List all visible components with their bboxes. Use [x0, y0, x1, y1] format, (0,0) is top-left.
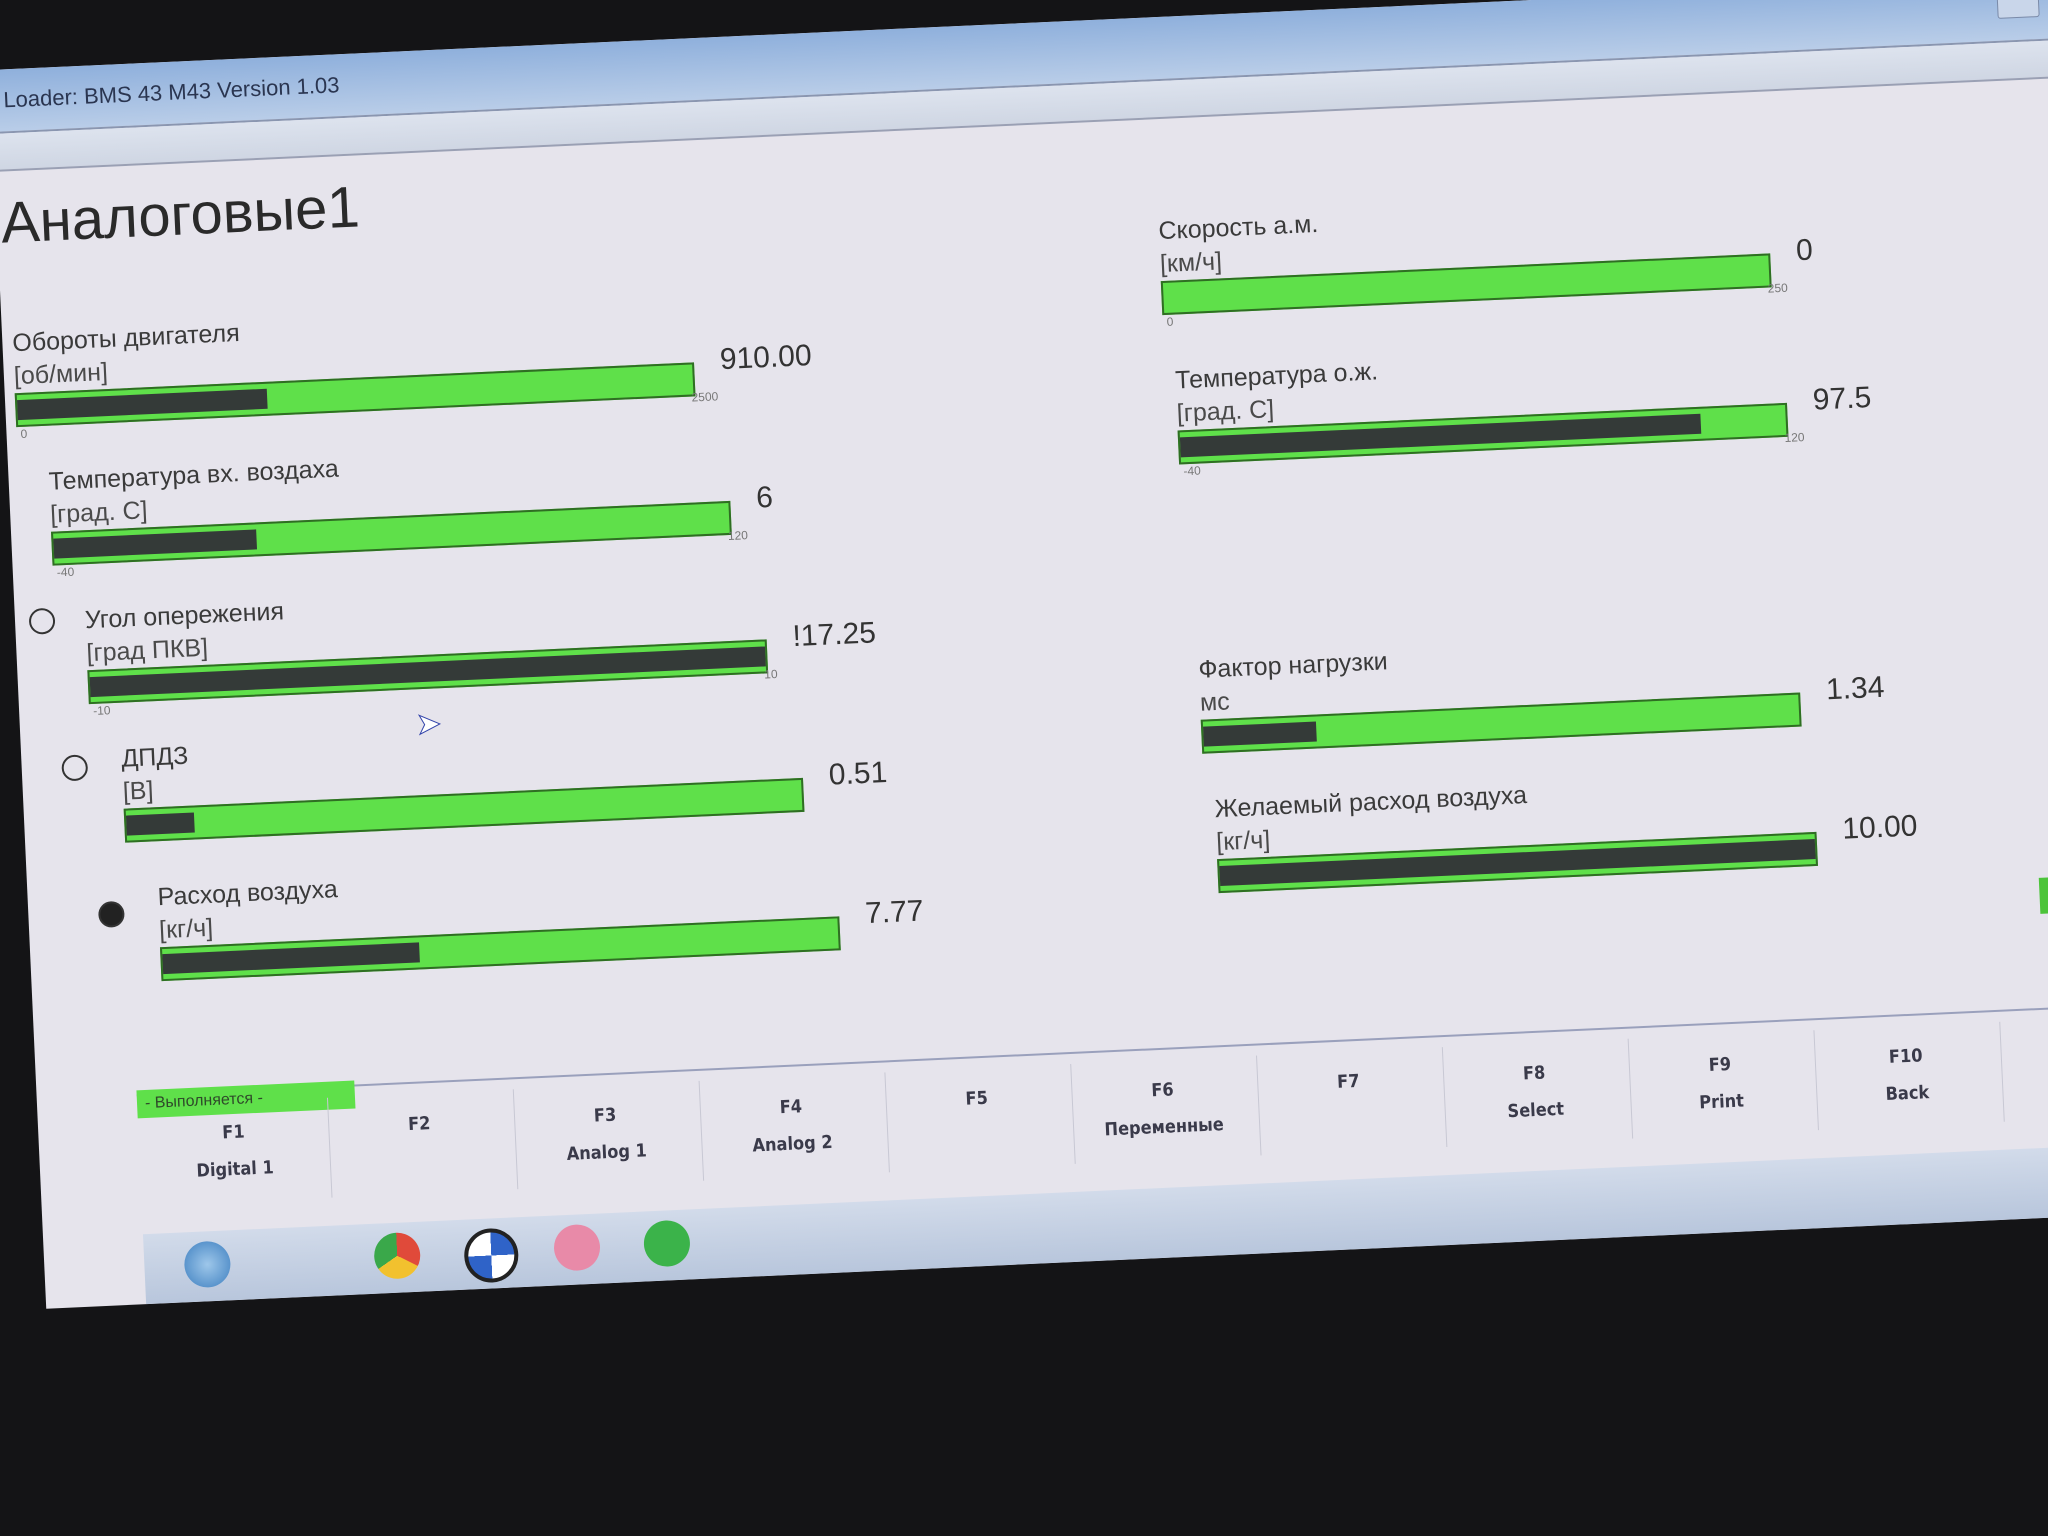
gauge-max: 10 [763, 666, 778, 682]
fkey-label: Digital 1 [196, 1157, 275, 1182]
gauge-fill [1163, 288, 1165, 308]
fkey-key: F3 [593, 1104, 617, 1127]
gauge-min: 0 [1166, 314, 1174, 329]
gauge: Желаемый расход воздуха [кг/ч] 10.00 [1214, 768, 1918, 894]
gauge: Температура вх. воздаха [град. С] -40 120 6 [48, 437, 774, 580]
fkey-label: Print [1698, 1090, 1745, 1114]
window-title: Loader: BMS 43 M43 Version 1.03 [2, 72, 340, 113]
fkey-f3-button[interactable]: F3 Analog 1 [508, 1080, 705, 1190]
app-window: Loader: BMS 43 M43 Version 1.03 Аналогов… [0, 0, 2048, 1309]
gauge-value: 7.77 [864, 894, 925, 931]
fkey-label [326, 1146, 516, 1155]
gauge: Температура о.ж. [град. С] -40 120 97.5 [1175, 339, 1872, 478]
mouse-cursor-icon: ➤ [415, 707, 443, 742]
page-title: Аналоговые1 [0, 174, 361, 256]
fkey-f7-button[interactable]: F7 [1252, 1047, 1448, 1156]
fkey-f5-button[interactable]: F5 [880, 1063, 1076, 1173]
fkey-key: F7 [1336, 1070, 1360, 1093]
gauge-min: -10 [92, 703, 111, 718]
gauge-fill [1203, 721, 1318, 747]
fkey-f10-button[interactable]: F10 Back [1809, 1021, 2005, 1131]
gauge: Расход воздуха [кг/ч] 7.77 [157, 852, 924, 982]
fkey-f2-button[interactable]: F2 [322, 1089, 519, 1198]
fkey-key: F5 [965, 1087, 989, 1110]
gauge-max: 120 [1784, 430, 1805, 445]
gauge-fill [53, 529, 257, 559]
gauge-value: 910.00 [719, 339, 813, 377]
fkey-key: F9 [1708, 1054, 1732, 1077]
gauge-max: 2500 [691, 389, 719, 405]
windows-start-icon[interactable] [183, 1240, 232, 1289]
gauge-value: 1.34 [1825, 670, 1886, 707]
gauge: Угол опережения [град ПКВ] -10 10 !17.25 [84, 575, 876, 718]
fkey-key: F6 [1150, 1079, 1175, 1102]
gauge-value: 97.5 [1812, 381, 1872, 417]
radio-button[interactable] [61, 754, 89, 782]
gauge-fill [125, 812, 195, 836]
fkey-label [1255, 1104, 1445, 1113]
gauge-min: -40 [56, 564, 75, 580]
fkey-label: Переменные [1104, 1114, 1225, 1141]
gauge-value: 0 [1795, 233, 1814, 268]
gauge-max: 120 [727, 528, 749, 543]
chrome-icon[interactable] [373, 1231, 422, 1280]
fkey-key: F4 [779, 1096, 803, 1119]
fkey-label: Back [1885, 1082, 1930, 1106]
fkey-f1-button[interactable]: F1 Digital 1 [137, 1097, 333, 1207]
radio-button-selected[interactable] [97, 900, 126, 928]
fkey-f6-button[interactable]: F6 Переменные [1066, 1055, 1262, 1165]
gauge: Обороты двигателя [об/мин] 0 2500 910.00 [12, 298, 813, 441]
gauge-value: 0.51 [828, 756, 888, 792]
radio-button[interactable] [28, 607, 56, 635]
up-arrow-icon[interactable]: ↑ [2038, 876, 2048, 914]
fkey-f9-button[interactable]: F9 Print [1623, 1030, 1819, 1139]
gauge: ДПДЗ [B] 0.51 [121, 714, 888, 843]
gauge-value: 10.00 [1841, 809, 1919, 846]
bmw-icon[interactable] [463, 1227, 520, 1284]
gauge-value: 6 [755, 480, 774, 515]
fkey-key: F1 [221, 1121, 246, 1144]
minimize-button[interactable] [1996, 0, 2040, 19]
gauge-value: !17.25 [791, 616, 877, 654]
ediabas-icon[interactable] [642, 1219, 691, 1268]
fkey-label: Analog 2 [752, 1131, 834, 1157]
gauge-max: 250 [1767, 280, 1789, 296]
fkey-key: F10 [1888, 1045, 1923, 1068]
gauge: Скорость а.м. [км/ч] 0 250 0 [1158, 190, 1814, 329]
fkey-key: F8 [1522, 1062, 1546, 1085]
gauge: Фактор нагрузки мс 1.34 [1198, 629, 1885, 754]
gauge-fill [17, 388, 268, 421]
fkey-key: F2 [407, 1113, 431, 1136]
fkey-label: Select [1507, 1098, 1565, 1123]
fkey-f4-button[interactable]: F4 Analog 2 [694, 1072, 890, 1181]
gauge-fill [162, 942, 420, 975]
fkey-f8-button[interactable]: F8 Select [1437, 1038, 1634, 1148]
gauge-min: -40 [1183, 463, 1202, 479]
fkey-label [883, 1121, 1073, 1130]
fkey-label: Analog 1 [566, 1140, 648, 1165]
app-icon[interactable] [553, 1223, 602, 1272]
gauge-min: 0 [20, 426, 28, 441]
